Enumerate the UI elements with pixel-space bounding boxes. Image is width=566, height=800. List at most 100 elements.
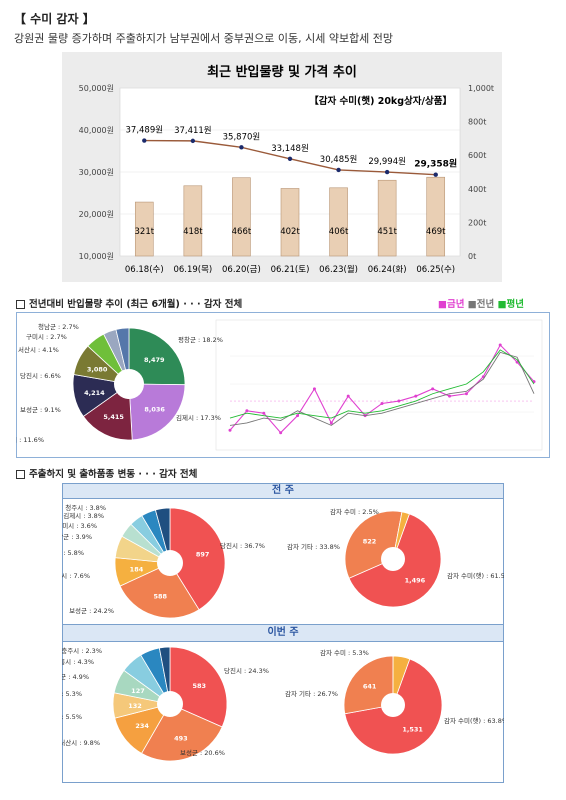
volume-label: 466t	[232, 227, 252, 237]
pie-hole	[157, 550, 183, 576]
pie-slice-label: 서산시 : 5.8%	[62, 548, 84, 557]
pie-slice-value: 1,496	[405, 577, 426, 585]
y-right-tick: 800t	[468, 118, 486, 127]
price-label: 29,358원	[414, 158, 457, 170]
pie-slice-value: 3,080	[87, 365, 108, 373]
pie-slice-label: 서산시 : 9.8%	[62, 738, 100, 747]
x-tick-label: 06.23(월)	[319, 264, 358, 275]
x-tick-label: 06.24(화)	[368, 265, 407, 275]
x-tick-label: 06.25(수)	[416, 265, 455, 275]
pie-slice	[158, 646, 171, 705]
pie-slice	[169, 646, 228, 728]
pie-slice-value: 8,479	[144, 356, 165, 364]
pie-hole	[157, 691, 183, 717]
pie-slice-label: 평창군 : 18.2%	[178, 335, 223, 344]
volume-label: 418t	[183, 227, 203, 237]
price-label: 30,485원	[320, 155, 358, 165]
page-title: 【 수미 감자 】	[14, 12, 95, 26]
pie-slice	[392, 655, 411, 706]
trend-point	[431, 387, 435, 391]
pie-slice-value: 5,415	[103, 413, 124, 421]
pie-slice	[119, 562, 200, 619]
pie-hole	[114, 369, 144, 399]
price-point	[336, 167, 341, 173]
price-label: 33,148원	[271, 144, 309, 154]
pie-slice-value: 822	[363, 537, 377, 545]
trend-point	[296, 414, 300, 418]
volume-label: 469t	[426, 227, 446, 237]
trend-section-title: 전년대비 반입물량 추이 (최근 6개월) · · · 감자 전체	[16, 296, 242, 310]
trend-section-label: 전년대비 반입물량 추이 (최근 6개월) · · · 감자 전체	[29, 299, 243, 310]
pie-slice	[82, 383, 133, 441]
pie-slice-label: 밀양시 : 11.6%	[16, 436, 44, 444]
volume-bar	[426, 176, 446, 257]
y-right-tick: 200t	[468, 218, 486, 227]
y-right-tick: 400t	[468, 185, 486, 194]
pie-slice-label: 보성군 : 9.1%	[20, 405, 61, 414]
pie-slice-label: 충주시 : 2.3%	[62, 646, 102, 655]
chart-title: 최근 반입물량 및 가격 추이	[207, 64, 357, 80]
trend-point	[464, 392, 468, 396]
trend-point	[245, 409, 249, 413]
chart-annotation: 【감자 수미(햇) 20kg상자/상품】	[309, 95, 452, 107]
price-label: 37,411원	[174, 126, 212, 136]
pie-slice-label: 당진시 : 24.3%	[224, 666, 269, 675]
y-left-tick: 40,000원	[79, 126, 114, 135]
volume-label: 451t	[377, 227, 397, 237]
pie-slice-label: 감자 기타 : 26.7%	[285, 689, 338, 698]
volume-bar	[232, 177, 251, 257]
y-right-tick: 0t	[468, 252, 476, 261]
pie-slice	[140, 703, 223, 762]
pie-slice-label: 강릉시 : 4.3%	[62, 657, 94, 666]
prev-week-band: 전 주	[63, 484, 503, 499]
trend-point	[380, 401, 384, 405]
pie-slice-value: 1,531	[402, 725, 423, 733]
price-point	[190, 138, 196, 144]
pie-slice-label: 감자 기타 : 33.8%	[287, 542, 340, 551]
x-tick-label: 06.19(목)	[173, 265, 212, 275]
this-week-band: 이번 주	[63, 624, 503, 642]
x-tick-label: 06.21(토)	[271, 265, 310, 275]
pie-slice-value: 583	[193, 682, 207, 690]
pie-slice-value: 897	[196, 551, 210, 559]
price-point	[142, 138, 147, 143]
pie-slice-value: 588	[153, 593, 167, 601]
trend-point	[414, 394, 418, 398]
pie-hole	[381, 547, 405, 571]
trend-line-전년	[229, 351, 535, 426]
page-subtitle: 강원권 물량 증가하며 주출하지가 남부권에서 중부권으로 이동, 시세 약보합…	[14, 32, 394, 45]
volume-bar	[377, 179, 397, 257]
y-left-tick: 50,000원	[79, 84, 114, 93]
pie-slice-label: 청주시 : 5.3%	[62, 690, 82, 698]
pie-slice-label: 감자 수미 : 2.5%	[330, 507, 379, 516]
pie-slice-value: 234	[135, 722, 149, 730]
pie-slice-label: 평창군 : 3.9%	[62, 532, 92, 541]
trend-point	[262, 411, 266, 415]
y-right-tick: 600t	[468, 151, 486, 160]
pie-slice	[344, 510, 403, 579]
pie-slice	[392, 511, 410, 560]
trend-point	[448, 394, 452, 398]
origin-panel: 전 주 이번 주	[62, 483, 504, 783]
pie-slice-label: 청주시 : 3.8%	[65, 504, 106, 512]
pie-slice-label: 감자 수미(햇) : 61.5%	[447, 571, 504, 580]
pie-slice-label: 보성군 : 20.6%	[180, 748, 225, 757]
price-point	[433, 172, 438, 177]
pie-slice	[154, 507, 171, 564]
trend-point	[228, 428, 232, 432]
price-point	[239, 145, 244, 150]
y-left-tick: 20,000원	[79, 210, 114, 219]
y-left-tick: 30,000원	[79, 168, 114, 177]
volume-label: 402t	[280, 227, 300, 237]
pie-slice-value: 132	[128, 702, 142, 710]
pie-slice	[128, 383, 186, 441]
pie-slice-label: 밀양시 : 5.5%	[62, 713, 82, 721]
pie-slice-label: 당진시 : 6.6%	[20, 371, 61, 380]
pie-slice-label: 김제시 : 3.8%	[63, 512, 104, 520]
origin-pies: 897 당진시 : 36.7% 588 보성군 : 24.2% 184 밀양시 : 7.6…	[62, 504, 504, 762]
trend-point	[312, 387, 316, 391]
pie-slice-value: 184	[130, 566, 144, 574]
pie-slice-value: 4,214	[84, 389, 105, 397]
pie-slice-label: 감자 수미(햇) : 63.8%	[444, 716, 504, 725]
pie-slice-label: 보성군 : 24.2%	[69, 606, 114, 615]
